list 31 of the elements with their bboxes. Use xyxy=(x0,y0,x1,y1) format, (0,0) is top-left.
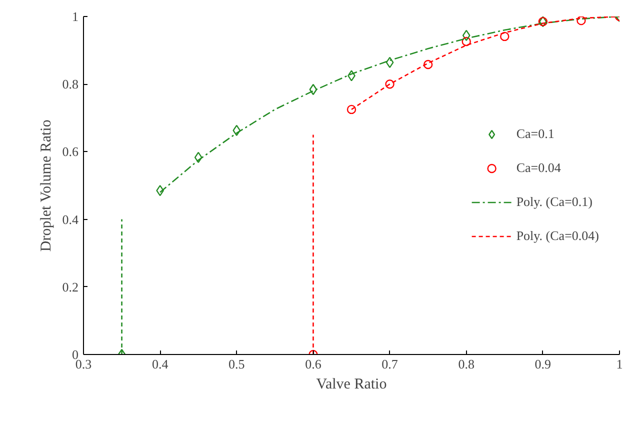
legend-label: Ca=0.04 xyxy=(516,160,561,176)
y-tick-label: 1 xyxy=(72,9,78,24)
x-tick-label: 0.6 xyxy=(305,356,322,372)
x-axis-title: Valve Ratio xyxy=(316,376,387,392)
legend-label: Ca=0.1 xyxy=(516,126,554,142)
legend-label: Poly. (Ca=0.1) xyxy=(516,194,592,210)
point xyxy=(386,56,394,68)
y-tick-label: 0.2 xyxy=(62,279,78,294)
point xyxy=(346,104,356,114)
y-tick-label: 0 xyxy=(72,347,78,362)
x-tick-label: 0.7 xyxy=(382,356,398,372)
point xyxy=(309,84,318,96)
x-tick-label: 1 xyxy=(616,356,623,372)
point xyxy=(500,32,510,42)
point xyxy=(576,16,586,26)
point xyxy=(156,184,164,196)
point xyxy=(462,30,470,42)
point xyxy=(194,152,202,164)
y-axis-title: Droplet Volume Ratio xyxy=(38,120,54,252)
y-tick-label: 0.4 xyxy=(62,212,79,227)
point xyxy=(385,80,394,89)
y-tick-label: 0.8 xyxy=(62,76,78,92)
point xyxy=(462,36,471,46)
point xyxy=(232,124,241,136)
x-tick-label: 0.9 xyxy=(534,356,552,372)
x-tick-label: 0.4 xyxy=(152,356,169,372)
legend-label: Poly. (Ca=0.04) xyxy=(516,228,599,244)
x-tick-label: 0.5 xyxy=(228,356,245,372)
point xyxy=(423,60,433,70)
x-tick-label: 0.8 xyxy=(458,356,474,372)
y-tick-label: 0.6 xyxy=(62,144,79,160)
